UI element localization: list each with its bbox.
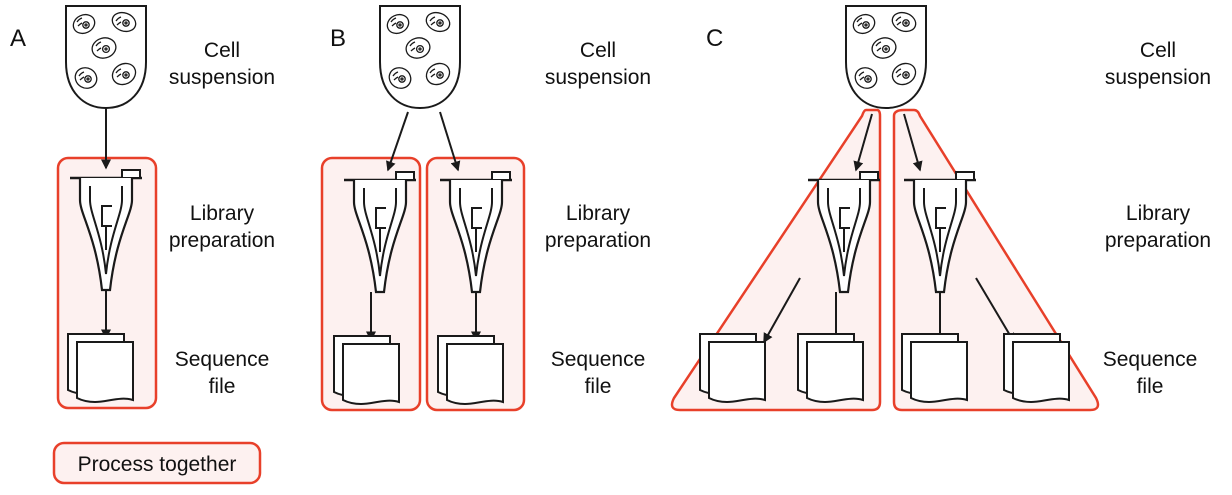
panel-b-library-label-line2: preparation	[545, 229, 651, 252]
panel-b-cell-suspension-vessel	[379, 5, 461, 109]
panel-c-cell-label-line1: Cell	[1140, 39, 1176, 62]
panel-c-sequence-label-line1: Sequence	[1103, 348, 1198, 371]
panel-a-sequence-label-line1: Sequence	[175, 348, 270, 371]
panel-c-sequence-files-3	[901, 333, 968, 403]
panel-a-sequence-files	[67, 333, 134, 403]
panel-b-cell-label-line1: Cell	[580, 39, 616, 62]
panel-c: C Cell suspension Library preparation Se…	[670, 5, 1211, 412]
panel-b-arrow-to-tube-right	[439, 111, 461, 172]
legend-label: Process together	[78, 453, 237, 476]
panel-b-library-label-line1: Library	[566, 202, 631, 225]
panel-c-arrow-to-tube-right	[903, 113, 923, 172]
panel-c-cell-suspension-vessel	[845, 5, 927, 109]
panel-b-letter: B	[330, 25, 346, 52]
panel-c-arrow-to-tube-left	[853, 113, 873, 172]
panel-a-cell-label-line2: suspension	[169, 66, 275, 89]
panel-c-sequence-files-1	[699, 333, 766, 403]
panel-a-library-label-line2: preparation	[169, 229, 275, 252]
panel-b-sequence-label-line2: file	[585, 375, 612, 398]
panel-a-cell-label-line1: Cell	[204, 39, 240, 62]
panel-c-sequence-files-2	[797, 333, 864, 403]
panel-c-arrow-to-files-right-outer	[975, 277, 1015, 344]
panel-b-sequence-files-right	[437, 335, 504, 405]
legend-swatch-box	[52, 441, 262, 485]
panel-b-sequence-files-left	[333, 335, 400, 405]
panel-c-library-label-line1: Library	[1126, 202, 1191, 225]
panel-b-sequence-label-line1: Sequence	[551, 348, 646, 371]
panel-c-arrow-to-files-left-outer	[763, 277, 801, 344]
panel-c-sequence-files-4	[1003, 333, 1070, 403]
panel-a: A Cell suspension Library preparation Se…	[10, 5, 275, 410]
panel-a-sequence-label-line2: file	[209, 375, 236, 398]
panel-c-library-label-line2: preparation	[1105, 229, 1211, 252]
panel-c-sequence-label-line2: file	[1137, 375, 1164, 398]
panel-b-arrow-to-tube-left	[386, 111, 409, 172]
panel-a-cell-suspension-vessel	[65, 5, 147, 109]
panel-c-letter: C	[706, 25, 723, 52]
legend: Process together	[52, 441, 262, 485]
panel-b-cell-label-line2: suspension	[545, 66, 651, 89]
panel-a-library-label-line1: Library	[190, 202, 255, 225]
panel-a-letter: A	[10, 25, 26, 52]
panel-b: B Cell suspension Library preparation Se…	[320, 5, 651, 412]
panel-c-cell-label-line2: suspension	[1105, 66, 1211, 89]
